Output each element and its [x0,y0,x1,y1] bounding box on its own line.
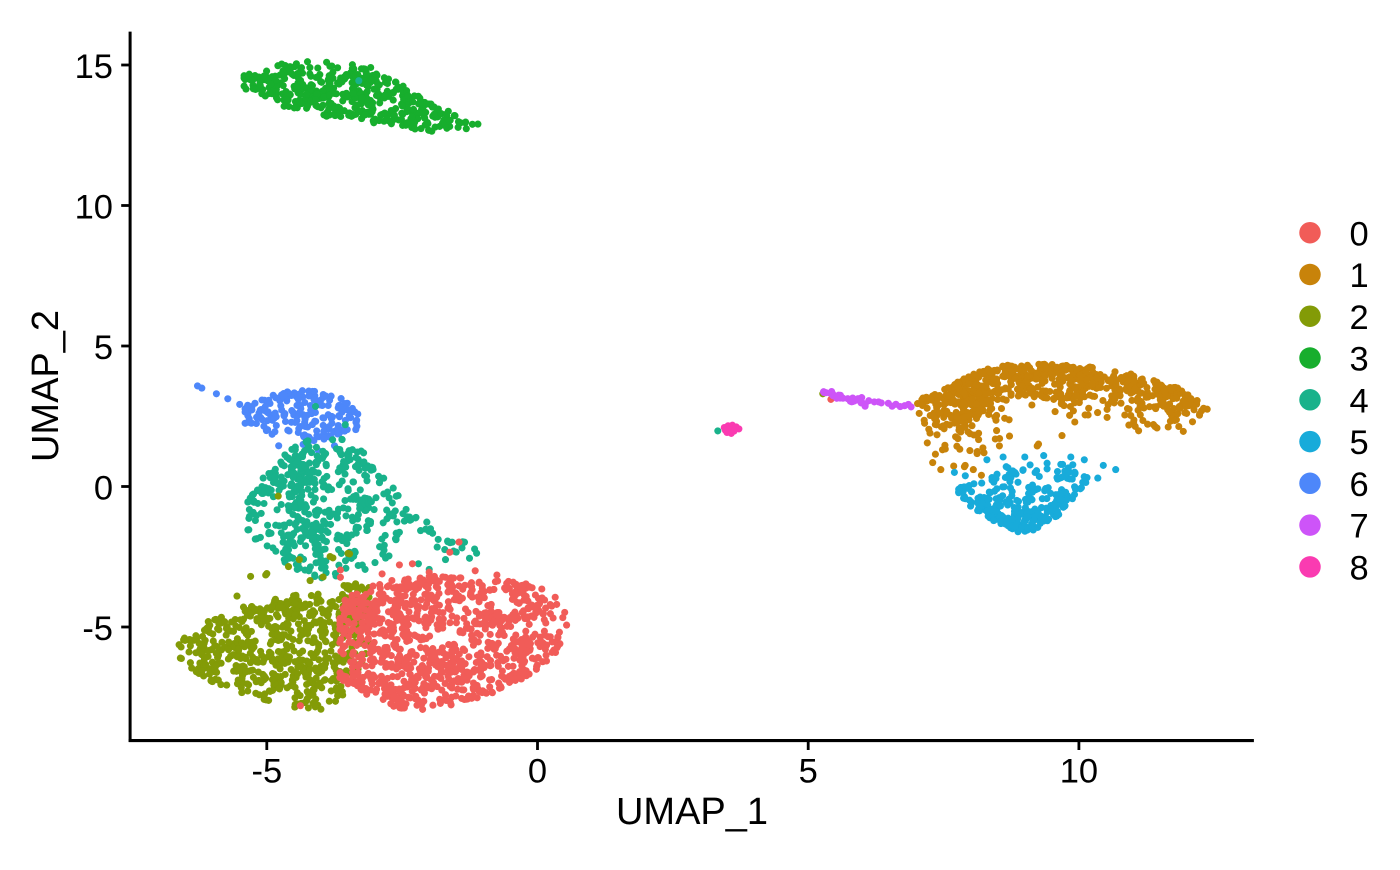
svg-text:0: 0 [528,753,547,791]
svg-text:15: 15 [75,48,113,86]
svg-text:4: 4 [1350,382,1369,420]
svg-text:1: 1 [1350,257,1369,295]
svg-text:-5: -5 [82,610,113,648]
svg-text:10: 10 [1060,753,1098,791]
svg-text:8: 8 [1350,550,1369,588]
svg-text:5: 5 [94,329,113,367]
svg-text:UMAP_2: UMAP_2 [25,310,67,462]
svg-text:UMAP_1: UMAP_1 [616,791,768,833]
svg-text:0: 0 [1350,215,1369,253]
svg-text:10: 10 [75,189,113,227]
svg-text:7: 7 [1350,508,1369,546]
svg-text:2: 2 [1350,299,1369,337]
svg-text:5: 5 [799,753,818,791]
svg-text:0: 0 [94,470,113,508]
svg-text:6: 6 [1350,466,1369,504]
svg-text:-5: -5 [251,753,282,791]
svg-text:5: 5 [1350,424,1369,462]
svg-text:3: 3 [1350,341,1369,379]
